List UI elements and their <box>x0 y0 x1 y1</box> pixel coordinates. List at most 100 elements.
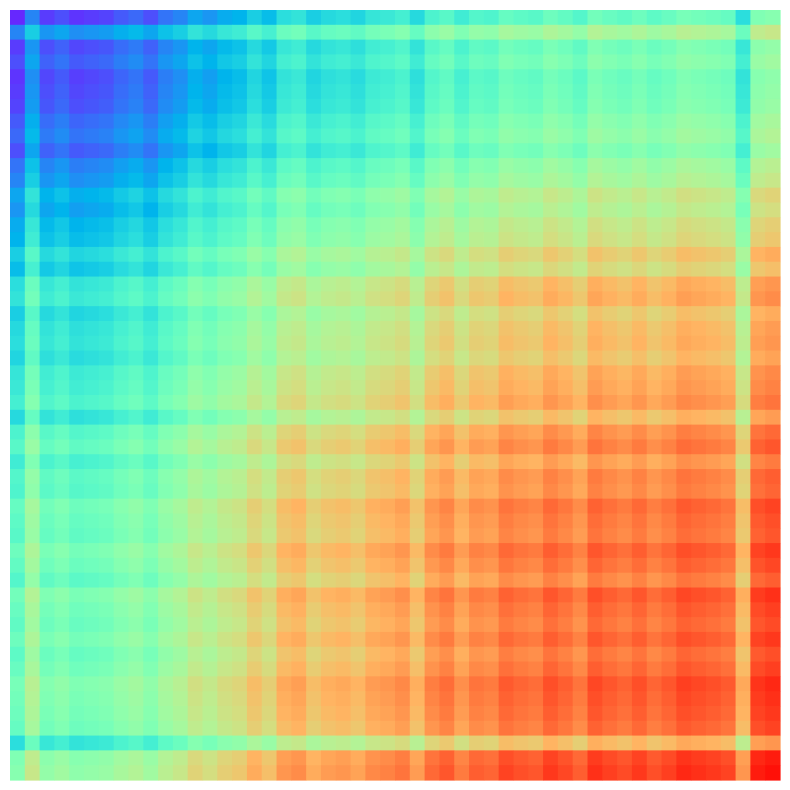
heatmap-cell <box>454 10 470 26</box>
heatmap-cell <box>439 602 455 618</box>
heatmap-cell <box>380 172 396 189</box>
heatmap-cell <box>98 291 115 307</box>
heatmap-cell <box>720 261 737 278</box>
heatmap-cell <box>246 10 263 26</box>
heatmap-cell <box>439 572 455 589</box>
heatmap-cell <box>587 469 603 485</box>
heatmap-cell <box>320 691 337 707</box>
heatmap-cell <box>187 320 204 337</box>
heatmap-cell <box>469 409 485 426</box>
heatmap-cell <box>143 350 159 366</box>
heatmap-cell <box>158 602 174 618</box>
heatmap-cell <box>765 646 781 663</box>
heatmap-cell <box>320 439 337 455</box>
heatmap-cell <box>617 365 633 381</box>
heatmap-cell <box>98 306 115 322</box>
heatmap-cell <box>454 187 470 204</box>
heatmap-cell <box>10 39 26 56</box>
heatmap-cell <box>395 232 411 248</box>
heatmap-cell <box>395 543 411 559</box>
heatmap-cell <box>557 498 574 515</box>
heatmap-cell <box>587 365 603 381</box>
heatmap-cell <box>246 84 263 100</box>
heatmap-cell <box>350 735 366 751</box>
heatmap-cell <box>735 39 751 56</box>
heatmap-cell <box>424 557 441 574</box>
heatmap-cell <box>691 39 707 56</box>
heatmap-cell <box>128 69 144 85</box>
heatmap-cell <box>187 232 204 248</box>
heatmap-cell <box>602 84 618 100</box>
heatmap-cell <box>617 276 633 292</box>
heatmap-cell <box>543 705 559 722</box>
heatmap-cell <box>454 276 470 292</box>
heatmap-cell <box>395 720 411 737</box>
heatmap-cell <box>498 187 515 204</box>
heatmap-cell <box>750 720 766 737</box>
heatmap-cell <box>409 202 426 218</box>
heatmap-cell <box>24 10 41 26</box>
heatmap-cell <box>202 735 218 751</box>
heatmap-cell <box>424 543 441 559</box>
heatmap-cell <box>350 661 366 677</box>
heatmap-cell <box>661 395 677 411</box>
heatmap-cell <box>631 232 648 248</box>
heatmap-cell <box>69 498 85 515</box>
heatmap-cell <box>350 276 366 292</box>
heatmap-cell <box>543 276 559 292</box>
heatmap-cell <box>217 454 233 470</box>
heatmap-cell <box>143 187 159 204</box>
heatmap-cell <box>469 602 485 618</box>
heatmap-cell <box>439 498 455 515</box>
heatmap-cell <box>705 380 722 396</box>
heatmap-cell <box>454 469 470 485</box>
heatmap-cell <box>587 483 603 500</box>
heatmap-cell <box>631 587 648 603</box>
heatmap-cell <box>246 158 263 174</box>
heatmap-cell <box>276 439 292 455</box>
heatmap-cell <box>528 84 544 100</box>
heatmap-cell <box>483 113 500 130</box>
heatmap-cell <box>98 498 115 515</box>
heatmap-cell <box>320 617 337 633</box>
heatmap-cell <box>409 54 426 70</box>
heatmap-cell <box>676 320 692 337</box>
heatmap-cell <box>617 602 633 618</box>
heatmap-cell <box>646 113 663 130</box>
heatmap-cell <box>143 602 159 618</box>
heatmap-cell <box>587 320 603 337</box>
heatmap-cell <box>617 513 633 529</box>
heatmap-cell <box>202 528 218 544</box>
heatmap-cell <box>587 676 603 692</box>
heatmap-cell <box>543 676 559 692</box>
heatmap-cell <box>54 291 70 307</box>
heatmap-cell <box>24 172 41 189</box>
heatmap-cell <box>483 469 500 485</box>
heatmap-cell <box>409 143 426 159</box>
heatmap-cell <box>513 172 529 189</box>
heatmap-cell <box>705 54 722 70</box>
heatmap-cell <box>483 24 500 41</box>
heatmap-cell <box>232 335 248 352</box>
heatmap-cell <box>217 365 233 381</box>
heatmap-cell <box>646 84 663 100</box>
heatmap-cell <box>646 705 663 722</box>
heatmap-cell <box>735 617 751 633</box>
heatmap-cell <box>84 335 100 352</box>
heatmap-cell <box>246 617 263 633</box>
heatmap-cell <box>10 113 26 130</box>
heatmap-cell <box>128 617 144 633</box>
heatmap-cell <box>128 587 144 603</box>
heatmap-cell <box>187 513 204 529</box>
heatmap-cell <box>617 246 633 263</box>
heatmap-cell <box>98 217 115 233</box>
heatmap-cell <box>320 765 337 781</box>
heatmap-cell <box>365 306 381 322</box>
heatmap-cell <box>395 409 411 426</box>
heatmap-cell <box>720 158 737 174</box>
heatmap-cell <box>454 454 470 470</box>
heatmap-cell <box>306 454 322 470</box>
heatmap-cell <box>750 631 766 648</box>
heatmap-cell <box>395 69 411 85</box>
heatmap-cell <box>557 335 574 352</box>
